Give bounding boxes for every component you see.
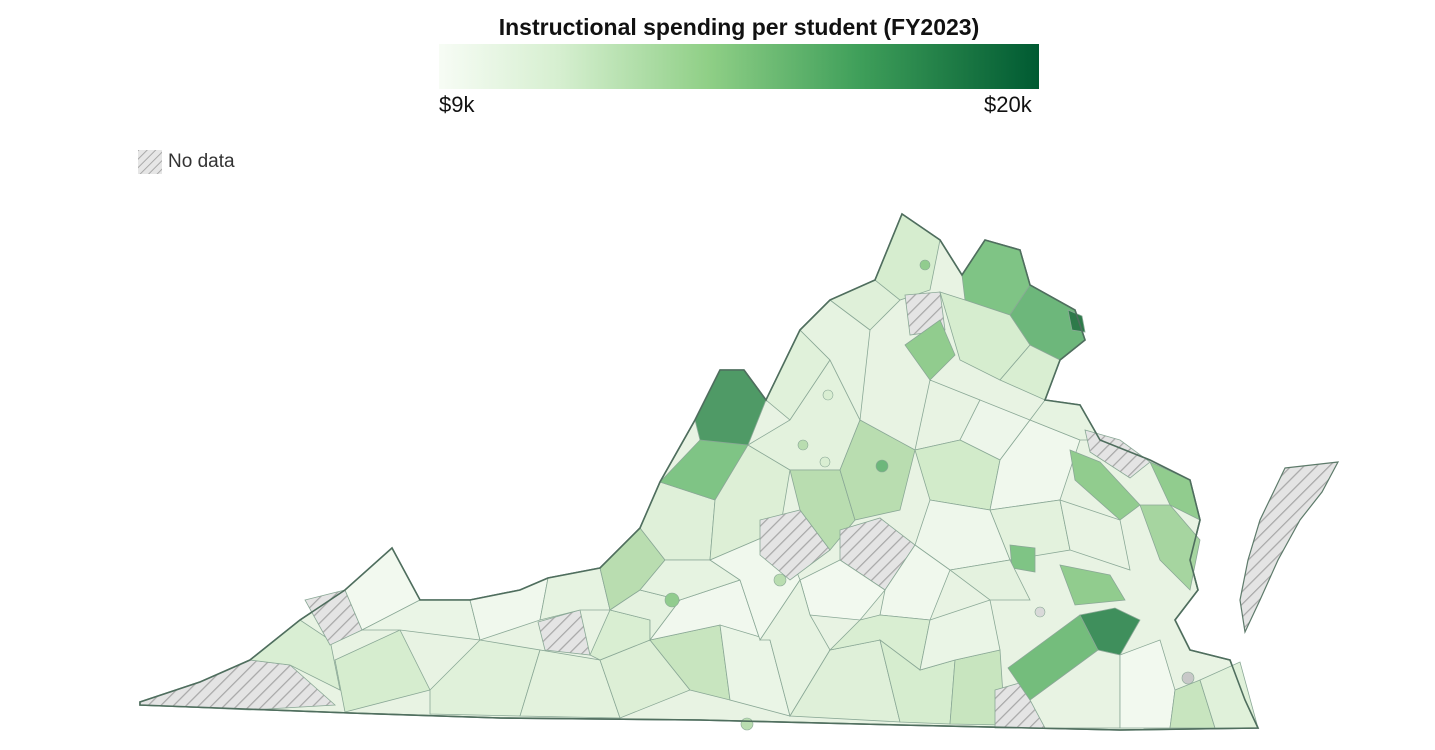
no-data-label: No data bbox=[168, 151, 235, 172]
scale-max-label: $20k bbox=[984, 92, 1032, 117]
state-border bbox=[139, 212, 1260, 731]
scale-min-label: $9k bbox=[439, 92, 475, 117]
county-nottoway bbox=[949, 559, 1031, 601]
no-data-swatch bbox=[138, 150, 162, 174]
city-salem bbox=[664, 592, 680, 608]
city-staunton bbox=[819, 456, 831, 468]
city-lexington bbox=[797, 439, 809, 451]
county-westmoreland-no-data bbox=[1084, 429, 1151, 479]
county-prince-edward bbox=[879, 544, 951, 621]
eastern-shore-no-data bbox=[1239, 461, 1340, 635]
county-henrico bbox=[1009, 544, 1036, 573]
county-rappahannock bbox=[904, 319, 956, 381]
legend-title: Instructional spending per student (FY20… bbox=[498, 14, 980, 40]
city-danville bbox=[740, 717, 754, 731]
county-essex bbox=[1069, 449, 1141, 521]
city-charlottesville bbox=[875, 459, 889, 473]
no-data-legend: No data bbox=[138, 150, 235, 174]
county-new-kent bbox=[1059, 499, 1131, 571]
county-roanoke bbox=[639, 559, 741, 601]
county-lunenburg bbox=[919, 599, 1001, 671]
county-caroline bbox=[989, 419, 1081, 511]
county-amherst-no-data bbox=[759, 509, 831, 581]
county-charles-city bbox=[1059, 564, 1126, 606]
color-scale-bar bbox=[439, 44, 1039, 89]
county-southampton bbox=[1079, 607, 1141, 656]
city-fredericksburg bbox=[1034, 606, 1046, 618]
city-harrisonburg bbox=[822, 389, 834, 401]
city-lynchburg bbox=[773, 573, 787, 587]
county-middlesex bbox=[1139, 504, 1201, 591]
city-norfolk bbox=[1181, 671, 1195, 685]
city-winchester bbox=[919, 259, 931, 271]
